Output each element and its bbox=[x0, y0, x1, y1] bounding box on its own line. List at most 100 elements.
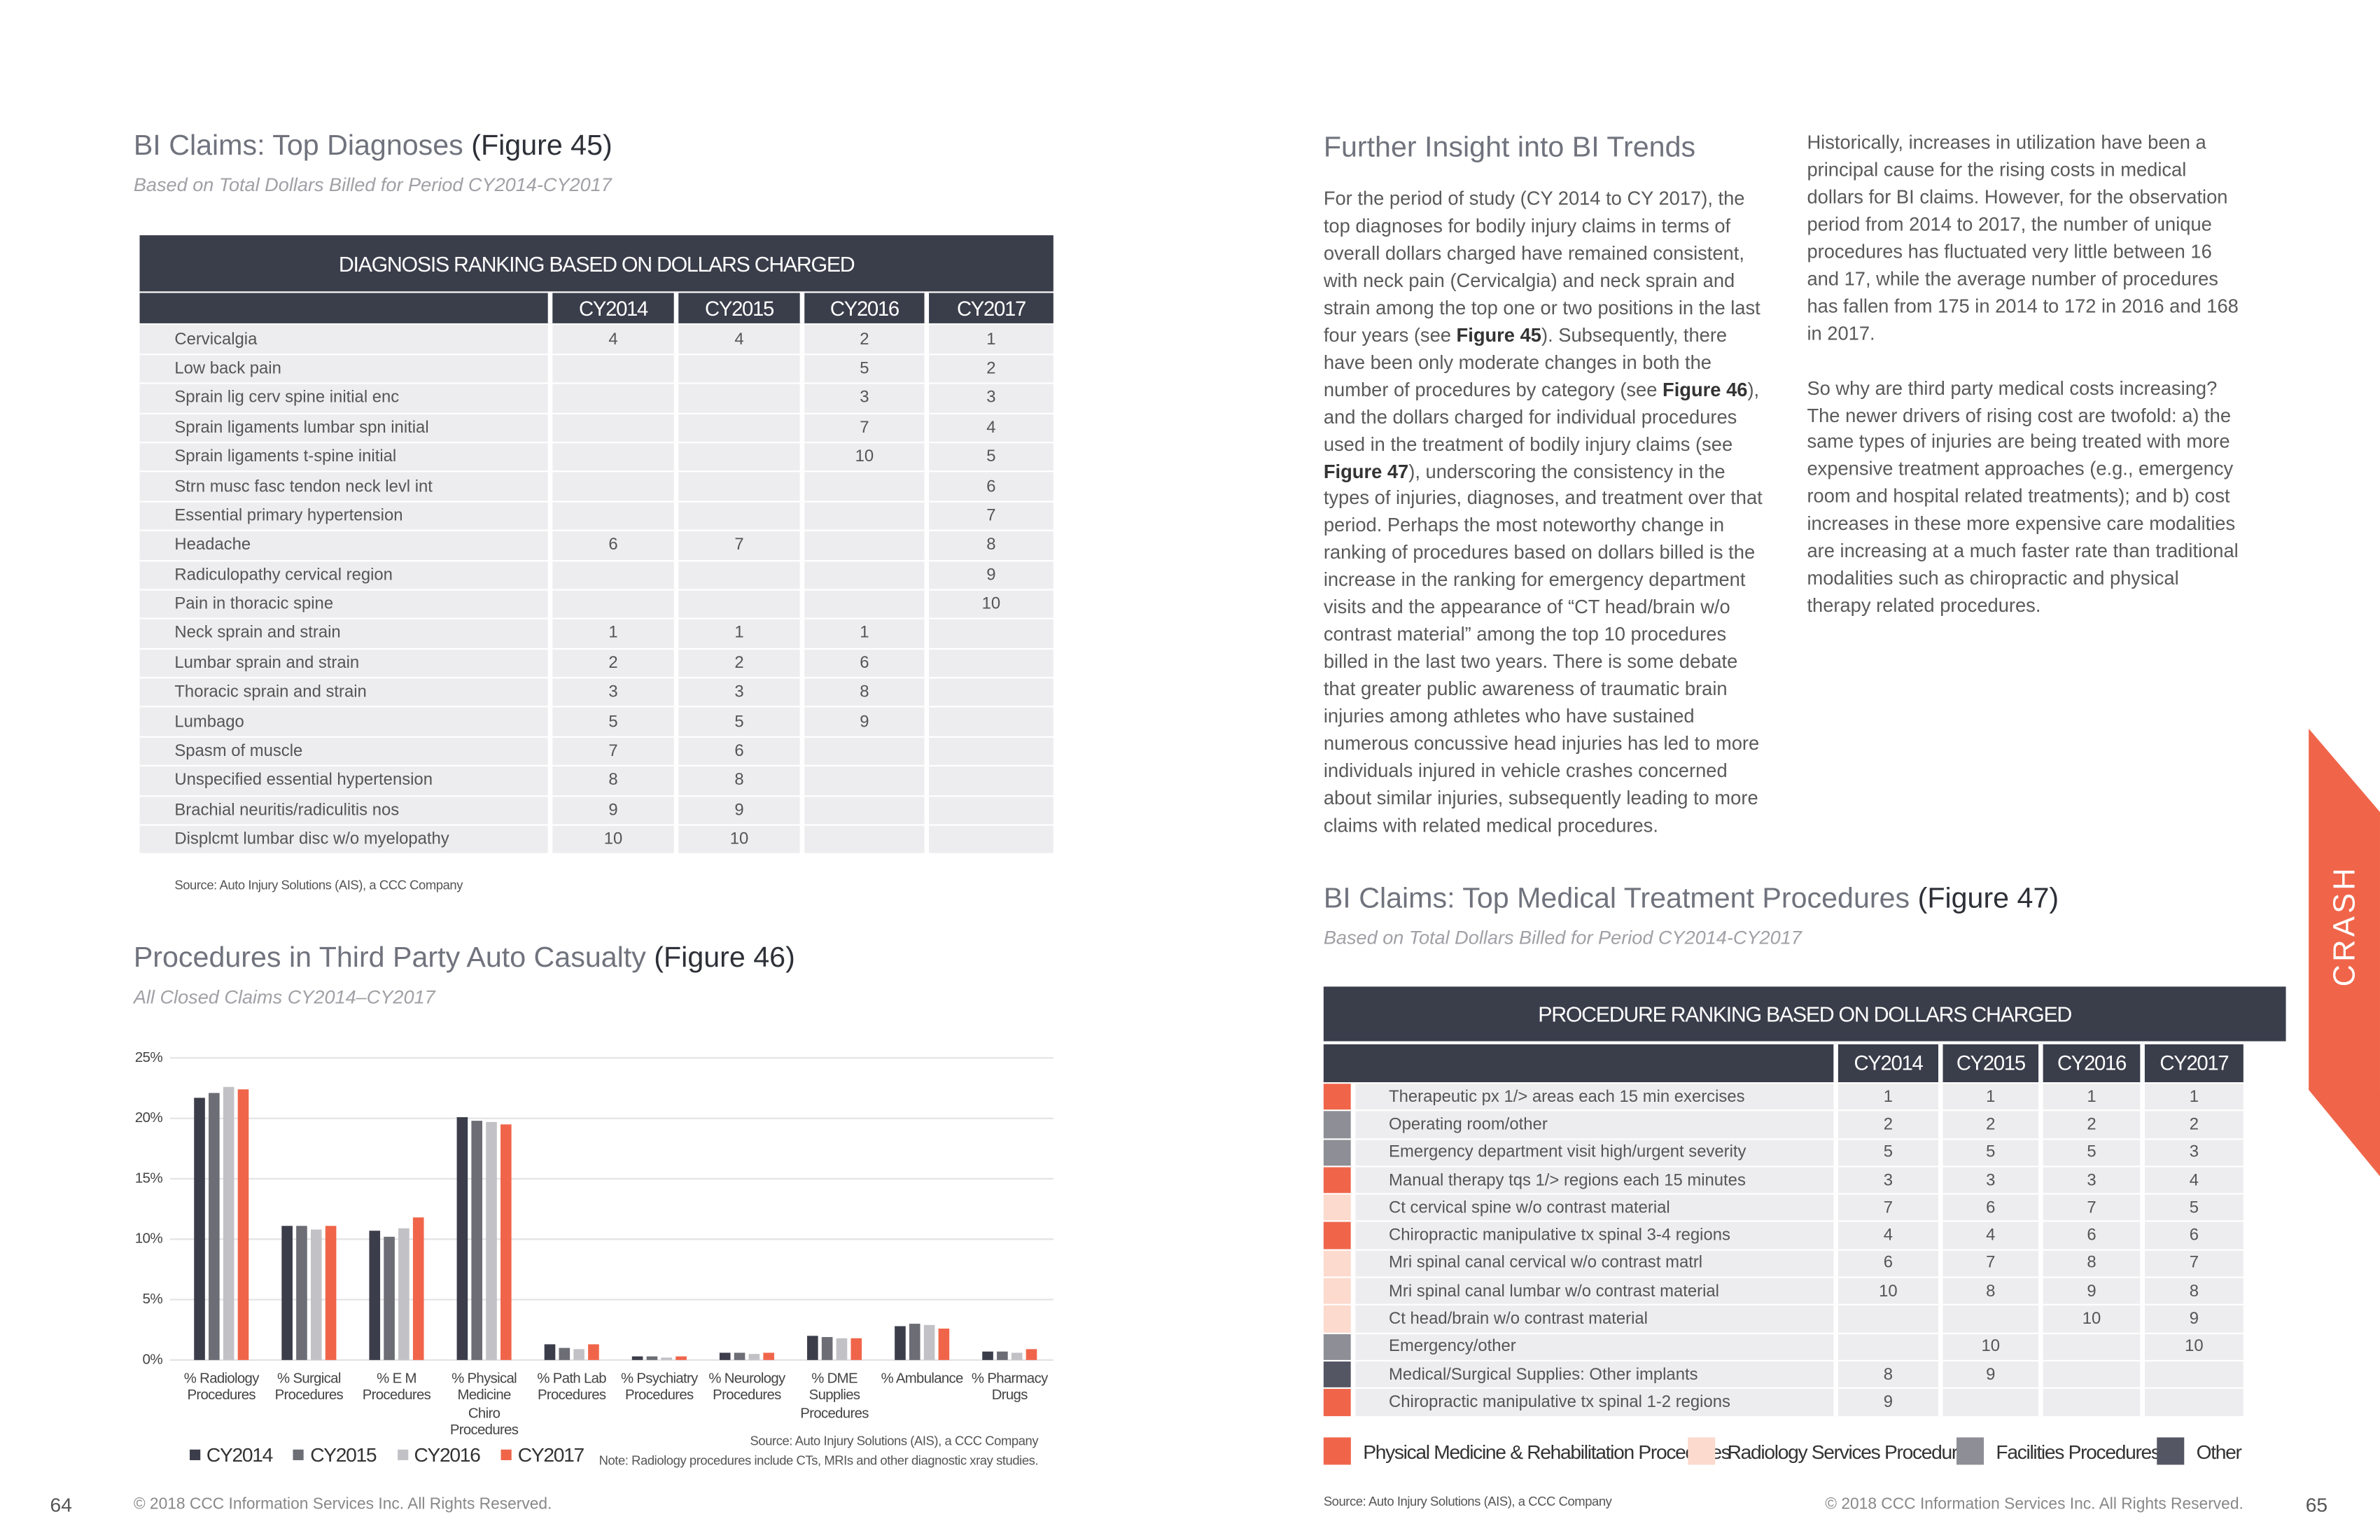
rank-cell: 10 bbox=[2140, 1334, 2244, 1360]
rank-cell: 1 bbox=[924, 325, 1054, 354]
x-tick-label: % Radiology Procedures bbox=[183, 1368, 260, 1404]
rank-cell: 4 bbox=[924, 414, 1054, 442]
rank-cell: 3 bbox=[924, 384, 1054, 412]
rank-cell bbox=[799, 796, 925, 825]
legend-swatch bbox=[500, 1449, 512, 1460]
y-tick-label: 20% bbox=[135, 1110, 163, 1126]
table-row: Unspecified essential hypertension 8 8 bbox=[139, 766, 1054, 795]
rank-cell: 6 bbox=[673, 737, 800, 766]
rank-cell: 9 bbox=[799, 708, 925, 736]
figure-title: BI Claims: Top Diagnoses (Figure 45) bbox=[134, 130, 612, 164]
bar bbox=[544, 1344, 556, 1360]
row-label: Strn musc fasc tendon neck levl int bbox=[139, 472, 548, 500]
rank-cell bbox=[673, 354, 800, 383]
category-swatch bbox=[1323, 1167, 1351, 1194]
bar bbox=[807, 1336, 818, 1360]
table-row: Mri spinal canal cervical w/o contrast m… bbox=[1323, 1250, 2244, 1277]
table-row: Lumbago 5 5 9 bbox=[139, 708, 1054, 736]
category-swatch bbox=[1323, 1084, 1351, 1110]
text-run: ). Subsequently, there have been only mo… bbox=[1323, 324, 1728, 400]
figure-ref: (Figure 46) bbox=[654, 942, 795, 975]
figure-subtitle: Based on Total Dollars Billed for Period… bbox=[1323, 927, 1802, 949]
section-heading: Further Insight into BI Trends bbox=[1323, 132, 1696, 164]
rank-cell: 8 bbox=[547, 766, 674, 795]
category-swatch bbox=[1323, 1111, 1351, 1138]
table-row: Thoracic sprain and strain 3 3 8 bbox=[139, 678, 1054, 707]
rank-cell: 6 bbox=[799, 649, 925, 678]
rank-cell bbox=[924, 678, 1054, 707]
legend-label: Physical Medicine & Rehabilitation Proce… bbox=[1363, 1439, 1731, 1463]
figure-title: BI Claims: Top Medical Treatment Procedu… bbox=[1324, 883, 2059, 917]
paragraph: Historically, increases in utilization h… bbox=[1807, 130, 2246, 348]
column-header: CY2017 bbox=[924, 293, 1054, 324]
rank-cell bbox=[924, 649, 1054, 678]
x-tick-label: % Path Lab Procedures bbox=[537, 1368, 606, 1404]
legend-swatch bbox=[190, 1449, 201, 1460]
rank-cell: 5 bbox=[547, 708, 674, 736]
row-label: Mri spinal canal lumbar w/o contrast mat… bbox=[1350, 1278, 1834, 1305]
table-row: Therapeutic px 1/> areas each 15 min exe… bbox=[1323, 1084, 2244, 1110]
legend-item: CY2017 bbox=[500, 1443, 584, 1466]
rank-cell: 2 bbox=[924, 354, 1054, 383]
rank-cell bbox=[2038, 1389, 2141, 1416]
column-header: CY2015 bbox=[1938, 1044, 2039, 1083]
rank-cell: 6 bbox=[1938, 1194, 2039, 1222]
legend-swatch bbox=[2157, 1437, 2185, 1465]
legend-label: Other bbox=[2196, 1439, 2242, 1463]
bar bbox=[909, 1324, 920, 1360]
rank-cell bbox=[924, 796, 1054, 825]
bar bbox=[923, 1324, 935, 1360]
y-tick-label: 15% bbox=[135, 1170, 163, 1186]
legend-label: CY2016 bbox=[414, 1443, 480, 1466]
rank-cell: 8 bbox=[924, 531, 1054, 560]
row-label: Lumbar sprain and strain bbox=[139, 649, 548, 678]
rank-cell: 5 bbox=[673, 708, 800, 736]
chart-legend: CY2014 CY2015 CY2016 CY2017 bbox=[190, 1443, 584, 1466]
table-row: Pain in thoracic spine 10 bbox=[139, 590, 1054, 619]
bar bbox=[223, 1086, 234, 1360]
row-label: Brachial neuritis/radiculitis nos bbox=[139, 796, 548, 825]
bar bbox=[237, 1089, 249, 1360]
figure-reference: Figure 46 bbox=[1662, 379, 1748, 400]
category-swatch bbox=[1323, 1389, 1351, 1416]
legend-label: CY2017 bbox=[517, 1443, 584, 1466]
legend-item: CY2015 bbox=[293, 1443, 377, 1466]
text-run: ), underscoring the consistency in the t… bbox=[1323, 461, 1763, 836]
legend-item: CY2014 bbox=[190, 1443, 273, 1466]
bar bbox=[486, 1121, 497, 1360]
header-row: CY2014 CY2015 CY2016 CY2017 bbox=[139, 293, 1054, 324]
rank-cell bbox=[673, 472, 800, 500]
title-text: Procedures in Third Party Auto Casualty bbox=[133, 942, 646, 975]
bar bbox=[369, 1231, 381, 1360]
title-text: BI Claims: Top Diagnoses bbox=[133, 130, 463, 163]
x-tick-label: % Psychiatry Procedures bbox=[620, 1368, 698, 1404]
rank-cell: 7 bbox=[1938, 1250, 2039, 1277]
bar bbox=[559, 1348, 570, 1360]
legend-item: CY2016 bbox=[397, 1443, 481, 1466]
bar bbox=[734, 1352, 746, 1360]
rank-cell bbox=[799, 737, 925, 766]
rank-cell bbox=[1833, 1334, 1939, 1360]
rank-cell: 8 bbox=[2140, 1278, 2244, 1305]
copyright: © 2018 CCC Information Services Inc. All… bbox=[1825, 1494, 2244, 1513]
rank-cell bbox=[2038, 1361, 2141, 1388]
rank-cell: 4 bbox=[547, 325, 674, 354]
rank-cell: 8 bbox=[673, 766, 800, 795]
rank-cell: 9 bbox=[547, 796, 674, 825]
bar bbox=[296, 1226, 307, 1360]
rank-cell: 3 bbox=[1938, 1167, 2039, 1194]
column-header: CY2015 bbox=[673, 293, 800, 324]
bar bbox=[281, 1226, 293, 1360]
category-swatch bbox=[1323, 1334, 1351, 1360]
page-number: 64 bbox=[50, 1493, 72, 1517]
rank-cell: 2 bbox=[2038, 1111, 2141, 1138]
rank-cell: 10 bbox=[799, 443, 925, 471]
legend-label: CY2015 bbox=[310, 1443, 377, 1466]
legend-item: Radiology Services Procedures bbox=[1688, 1437, 1977, 1465]
rank-cell: 3 bbox=[2140, 1139, 2244, 1166]
copyright: © 2018 CCC Information Services Inc. All… bbox=[133, 1494, 552, 1513]
category-swatch bbox=[1323, 1194, 1351, 1222]
row-label: Ct head/brain w/o contrast material bbox=[1350, 1306, 1834, 1333]
rank-cell bbox=[1833, 1306, 1939, 1333]
